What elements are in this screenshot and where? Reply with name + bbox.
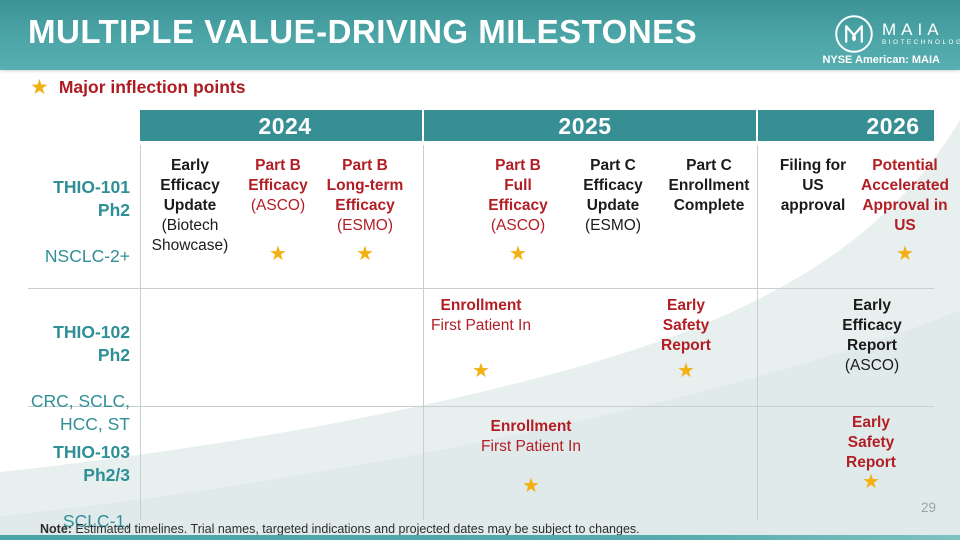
year-2024: 2024 [258, 113, 312, 139]
year-divider [756, 110, 758, 141]
milestone-detail: (ESMO) [585, 217, 641, 234]
milestone-title: Enrollment [440, 297, 522, 314]
star-icon: ★ [509, 243, 527, 265]
maia-logo-text: MAIA BIOTECHNOLOGY [882, 21, 960, 47]
milestone-early-safety-report-103: Early Safety Report ★ [838, 413, 904, 492]
milestone-detail: (ESMO) [337, 217, 393, 234]
bottom-accent-bar [0, 535, 960, 540]
trial-indication: CRC, SCLC, HCC, ST [30, 391, 130, 434]
slide-title: MULTIPLE VALUE-DRIVING MILESTONES [28, 13, 698, 50]
milestone-title: Early Safety Report [661, 297, 711, 354]
ticker-label: NYSE American: MAIA [822, 54, 940, 66]
footnote: Note: Estimated timelines. Trial names, … [40, 522, 640, 536]
milestone-accelerated-approval: Potential Accelerated Approval in US ★ [858, 156, 952, 264]
trial-indication: NSCLC-2+ [44, 246, 130, 266]
milestone-part-c-enrollment-complete: Part C Enrollment Complete [663, 156, 755, 216]
milestone-detail: First Patient In [481, 438, 581, 455]
milestone-part-b-longterm-efficacy: Part B Long-term Efficacy (ESMO) ★ [322, 156, 408, 264]
page-number: 29 [920, 500, 936, 515]
column-divider [140, 145, 141, 520]
year-header-band: 2024 2025 2026 [140, 110, 934, 141]
milestone-detail: (ASCO) [844, 357, 900, 374]
trial-label-thio-101: THIO-101 Ph2 NSCLC-2+ [6, 153, 130, 291]
milestone-title: Filing for US approval [779, 157, 847, 214]
star-icon: ★ [896, 243, 914, 265]
milestone-title: Potential Accelerated Approval in US [861, 157, 949, 234]
star-icon: ★ [862, 471, 880, 493]
trial-name: THIO-103 Ph2/3 [53, 442, 130, 485]
milestone-early-efficacy-update: Early Efficacy Update (Biotech Showcase) [144, 156, 236, 256]
star-icon: ★ [677, 360, 695, 382]
trial-name: THIO-102 Ph2 [53, 322, 130, 365]
brand-name: MAIA [882, 20, 944, 39]
brand-subtitle: BIOTECHNOLOGY [882, 39, 960, 46]
star-icon: ★ [30, 76, 49, 99]
milestone-title: Enrollment [490, 418, 572, 435]
milestone-title: Part B Efficacy [248, 157, 308, 194]
star-icon: ★ [269, 243, 287, 265]
maia-monogram-icon [834, 14, 874, 54]
trial-name: THIO-101 Ph2 [53, 177, 130, 220]
milestone-detail: First Patient In [431, 317, 531, 334]
column-divider [423, 145, 424, 520]
legend: ★ Major inflection points [30, 77, 246, 98]
milestone-part-b-full-efficacy: Part B Full Efficacy (ASCO) ★ [480, 156, 556, 264]
table-row-thio-102: THIO-102 Ph2 CRC, SCLC, HCC, ST Enrollme… [0, 288, 960, 434]
milestone-title: Part B Full Efficacy [488, 157, 548, 214]
milestone-title: Part B Long-term Efficacy [326, 157, 404, 214]
milestone-part-c-efficacy-update: Part C Efficacy Update (ESMO) [573, 156, 653, 236]
milestone-detail: (Biotech Showcase) [151, 217, 229, 254]
row-divider [28, 288, 934, 289]
footnote-text: Estimated timelines. Trial names, target… [71, 522, 640, 536]
milestone-detail: (ASCO) [250, 197, 306, 214]
milestone-early-safety-report-102: Early Safety Report ★ [653, 296, 719, 381]
milestone-enrollment-fpi-103: Enrollment First Patient In ★ [479, 417, 583, 496]
row-divider [28, 406, 934, 407]
header-bar: MULTIPLE VALUE-DRIVING MILESTONES MAIA B… [0, 0, 960, 70]
trial-label-thio-102: THIO-102 Ph2 CRC, SCLC, HCC, ST [6, 298, 130, 459]
column-divider [757, 145, 758, 520]
milestone-early-efficacy-report-102: Early Efficacy Report (ASCO) [835, 296, 909, 376]
milestone-detail: (ASCO) [490, 217, 546, 234]
star-icon: ★ [472, 360, 490, 382]
table-row-thio-101: THIO-101 Ph2 NSCLC-2+ Early Efficacy Upd… [0, 145, 960, 288]
milestone-title: Early Efficacy Report [842, 297, 902, 354]
milestone-title: Early Efficacy Update [160, 157, 220, 214]
footnote-label: Note: [40, 522, 72, 536]
star-icon: ★ [356, 243, 374, 265]
milestone-part-b-efficacy: Part B Efficacy (ASCO) ★ [238, 156, 318, 264]
year-2026: 2026 [866, 113, 920, 139]
legend-label: Major inflection points [58, 77, 246, 97]
year-2025: 2025 [558, 113, 612, 139]
year-divider [422, 110, 424, 141]
milestone-enrollment-fpi-102: Enrollment First Patient In ★ [429, 296, 533, 381]
milestone-title: Part C Efficacy Update [583, 157, 643, 214]
table-row-thio-103: THIO-103 Ph2/3 SCLC-1, NSCLC-1 Enrollmen… [0, 406, 960, 540]
star-icon: ★ [522, 475, 540, 497]
milestone-filing-us-approval: Filing for US approval [777, 156, 849, 216]
milestone-title: Part C Enrollment Complete [668, 157, 750, 214]
maia-logo: MAIA BIOTECHNOLOGY [834, 14, 960, 54]
milestone-title: Early Safety Report [846, 414, 896, 471]
